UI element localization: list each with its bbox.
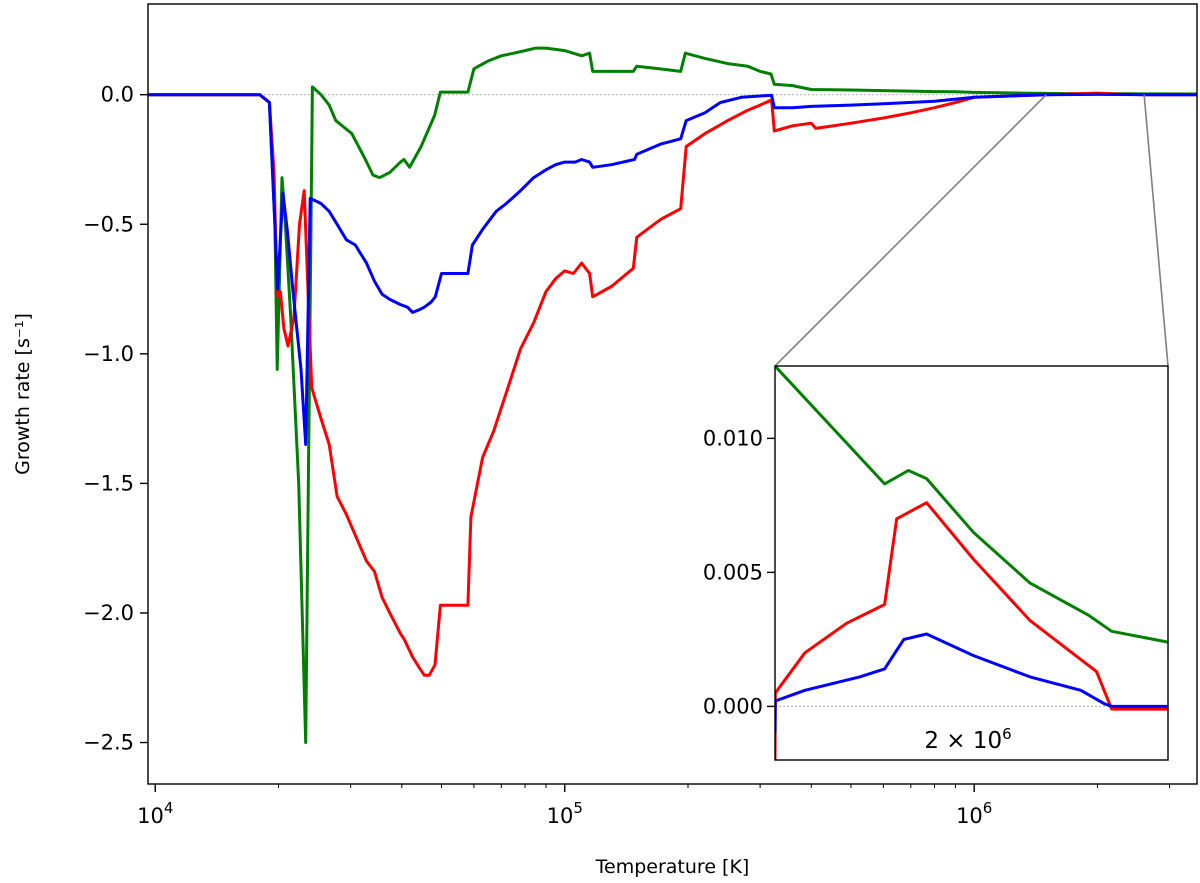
x-axis-label: Temperature [K]: [595, 856, 750, 878]
y-axis-ticks: 0.0 −0.5 −1.0 −1.5 −2.0 −2.5: [83, 83, 148, 755]
inset-series-line-1: [775, 501, 1168, 760]
series-line-0: [148, 46, 1198, 744]
y-axis-label: Growth rate [s⁻¹]: [12, 313, 34, 475]
main-axes-frame: [147, 3, 1198, 785]
inset-series-lines: [775, 366, 1168, 760]
series-line-2: [148, 92, 1197, 446]
y-tick-label: 0.0: [101, 83, 134, 107]
main-plot: 104 105 106 0.0 −0.5 −1.0 −1.5 −2.0 −2.5 Temper…: [12, 3, 1198, 878]
inset-x-annotation: 2 × 106: [924, 725, 1011, 754]
y-tick-label: −1.0: [83, 342, 134, 366]
inset-background: [775, 366, 1168, 760]
series-lines: [148, 46, 1198, 744]
inset-y-axis-ticks: 0.000 0.005 0.010: [703, 426, 775, 718]
inset-y-tick-label: 0.010: [703, 426, 763, 450]
x-tick-label: 105: [547, 799, 583, 828]
inset-series-line-2: [775, 632, 1168, 734]
inset-series-line-0: [775, 366, 1168, 644]
y-tick-label: −2.0: [83, 601, 134, 625]
connector-right: [1143, 94, 1169, 367]
connector-left: [774, 94, 1047, 367]
series-line-1: [148, 91, 1197, 677]
x-tick-label: 104: [137, 799, 173, 828]
inset-plot: 0.000 0.005 0.010 2 × 106: [703, 365, 1169, 761]
y-tick-label: −1.5: [83, 471, 134, 495]
x-axis-ticks: 104 105 106: [137, 784, 1171, 828]
inset-y-tick-label: 0.005: [703, 560, 763, 584]
inset-y-tick-label: 0.000: [703, 694, 763, 718]
inset-axes-frame: [774, 365, 1169, 761]
y-tick-label: −0.5: [83, 212, 134, 236]
y-tick-label: −2.5: [83, 731, 134, 755]
inset-connector-lines: [774, 94, 1169, 367]
x-tick-label: 106: [956, 799, 992, 828]
